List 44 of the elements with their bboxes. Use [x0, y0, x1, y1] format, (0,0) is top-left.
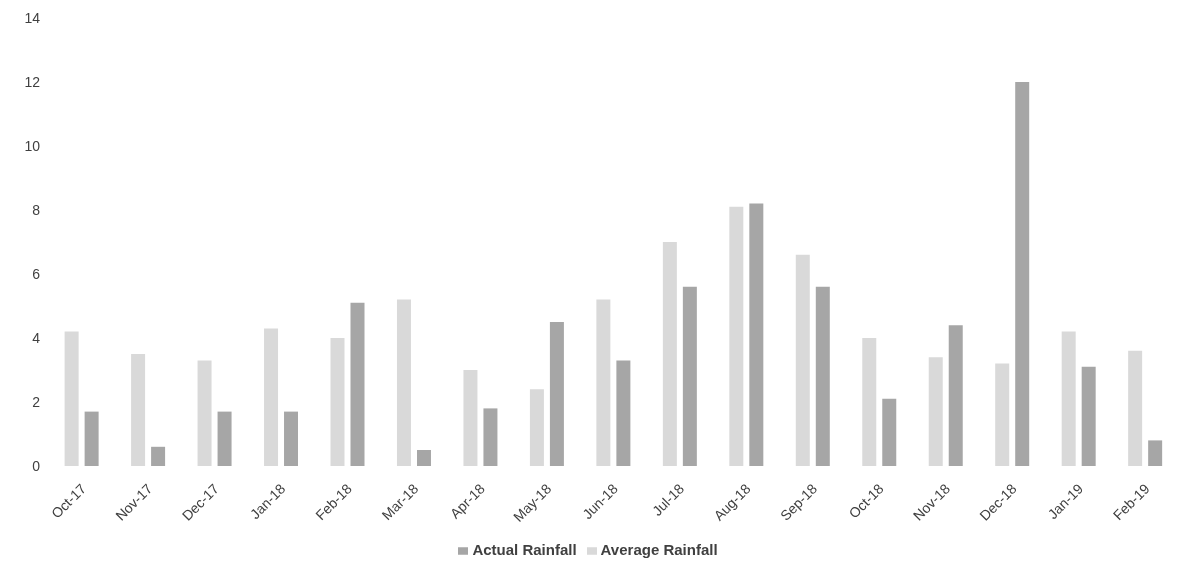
bar — [995, 363, 1010, 466]
bar — [596, 299, 611, 466]
legend-label: Average Rainfall — [600, 541, 718, 558]
bar — [529, 389, 544, 466]
bar — [749, 203, 764, 466]
bar — [862, 338, 877, 466]
bar — [197, 360, 212, 466]
bar — [151, 446, 166, 466]
bar — [882, 398, 897, 466]
bar — [330, 338, 345, 466]
bar — [463, 370, 478, 466]
bar — [284, 411, 299, 466]
bar — [1015, 82, 1030, 466]
bar — [217, 411, 232, 466]
bar — [64, 331, 79, 466]
bar — [662, 242, 677, 466]
bar — [416, 450, 431, 466]
y-tick-label: 12 — [24, 73, 41, 90]
bar — [948, 325, 963, 466]
y-tick-label: 2 — [32, 393, 41, 410]
bar — [729, 206, 744, 466]
y-tick-label: 0 — [32, 457, 41, 474]
bar — [682, 286, 697, 466]
bar — [483, 408, 498, 466]
y-tick-label: 8 — [32, 201, 41, 218]
bar — [84, 411, 99, 466]
bar — [928, 357, 943, 466]
y-tick-label: 4 — [32, 329, 41, 346]
bar — [795, 254, 810, 466]
bar — [1081, 366, 1096, 466]
bar — [396, 299, 411, 466]
bar — [1061, 331, 1076, 466]
bar — [350, 302, 365, 466]
bar — [264, 328, 279, 466]
bar — [616, 360, 631, 466]
bar — [549, 322, 564, 466]
y-tick-label: 6 — [32, 265, 41, 282]
bar — [815, 286, 830, 466]
bar — [131, 354, 146, 466]
bar — [1128, 350, 1143, 466]
legend-label: Actual Rainfall — [472, 541, 577, 558]
y-tick-label: 10 — [24, 137, 41, 154]
y-tick-label: 14 — [24, 9, 41, 26]
bar — [1148, 440, 1163, 466]
